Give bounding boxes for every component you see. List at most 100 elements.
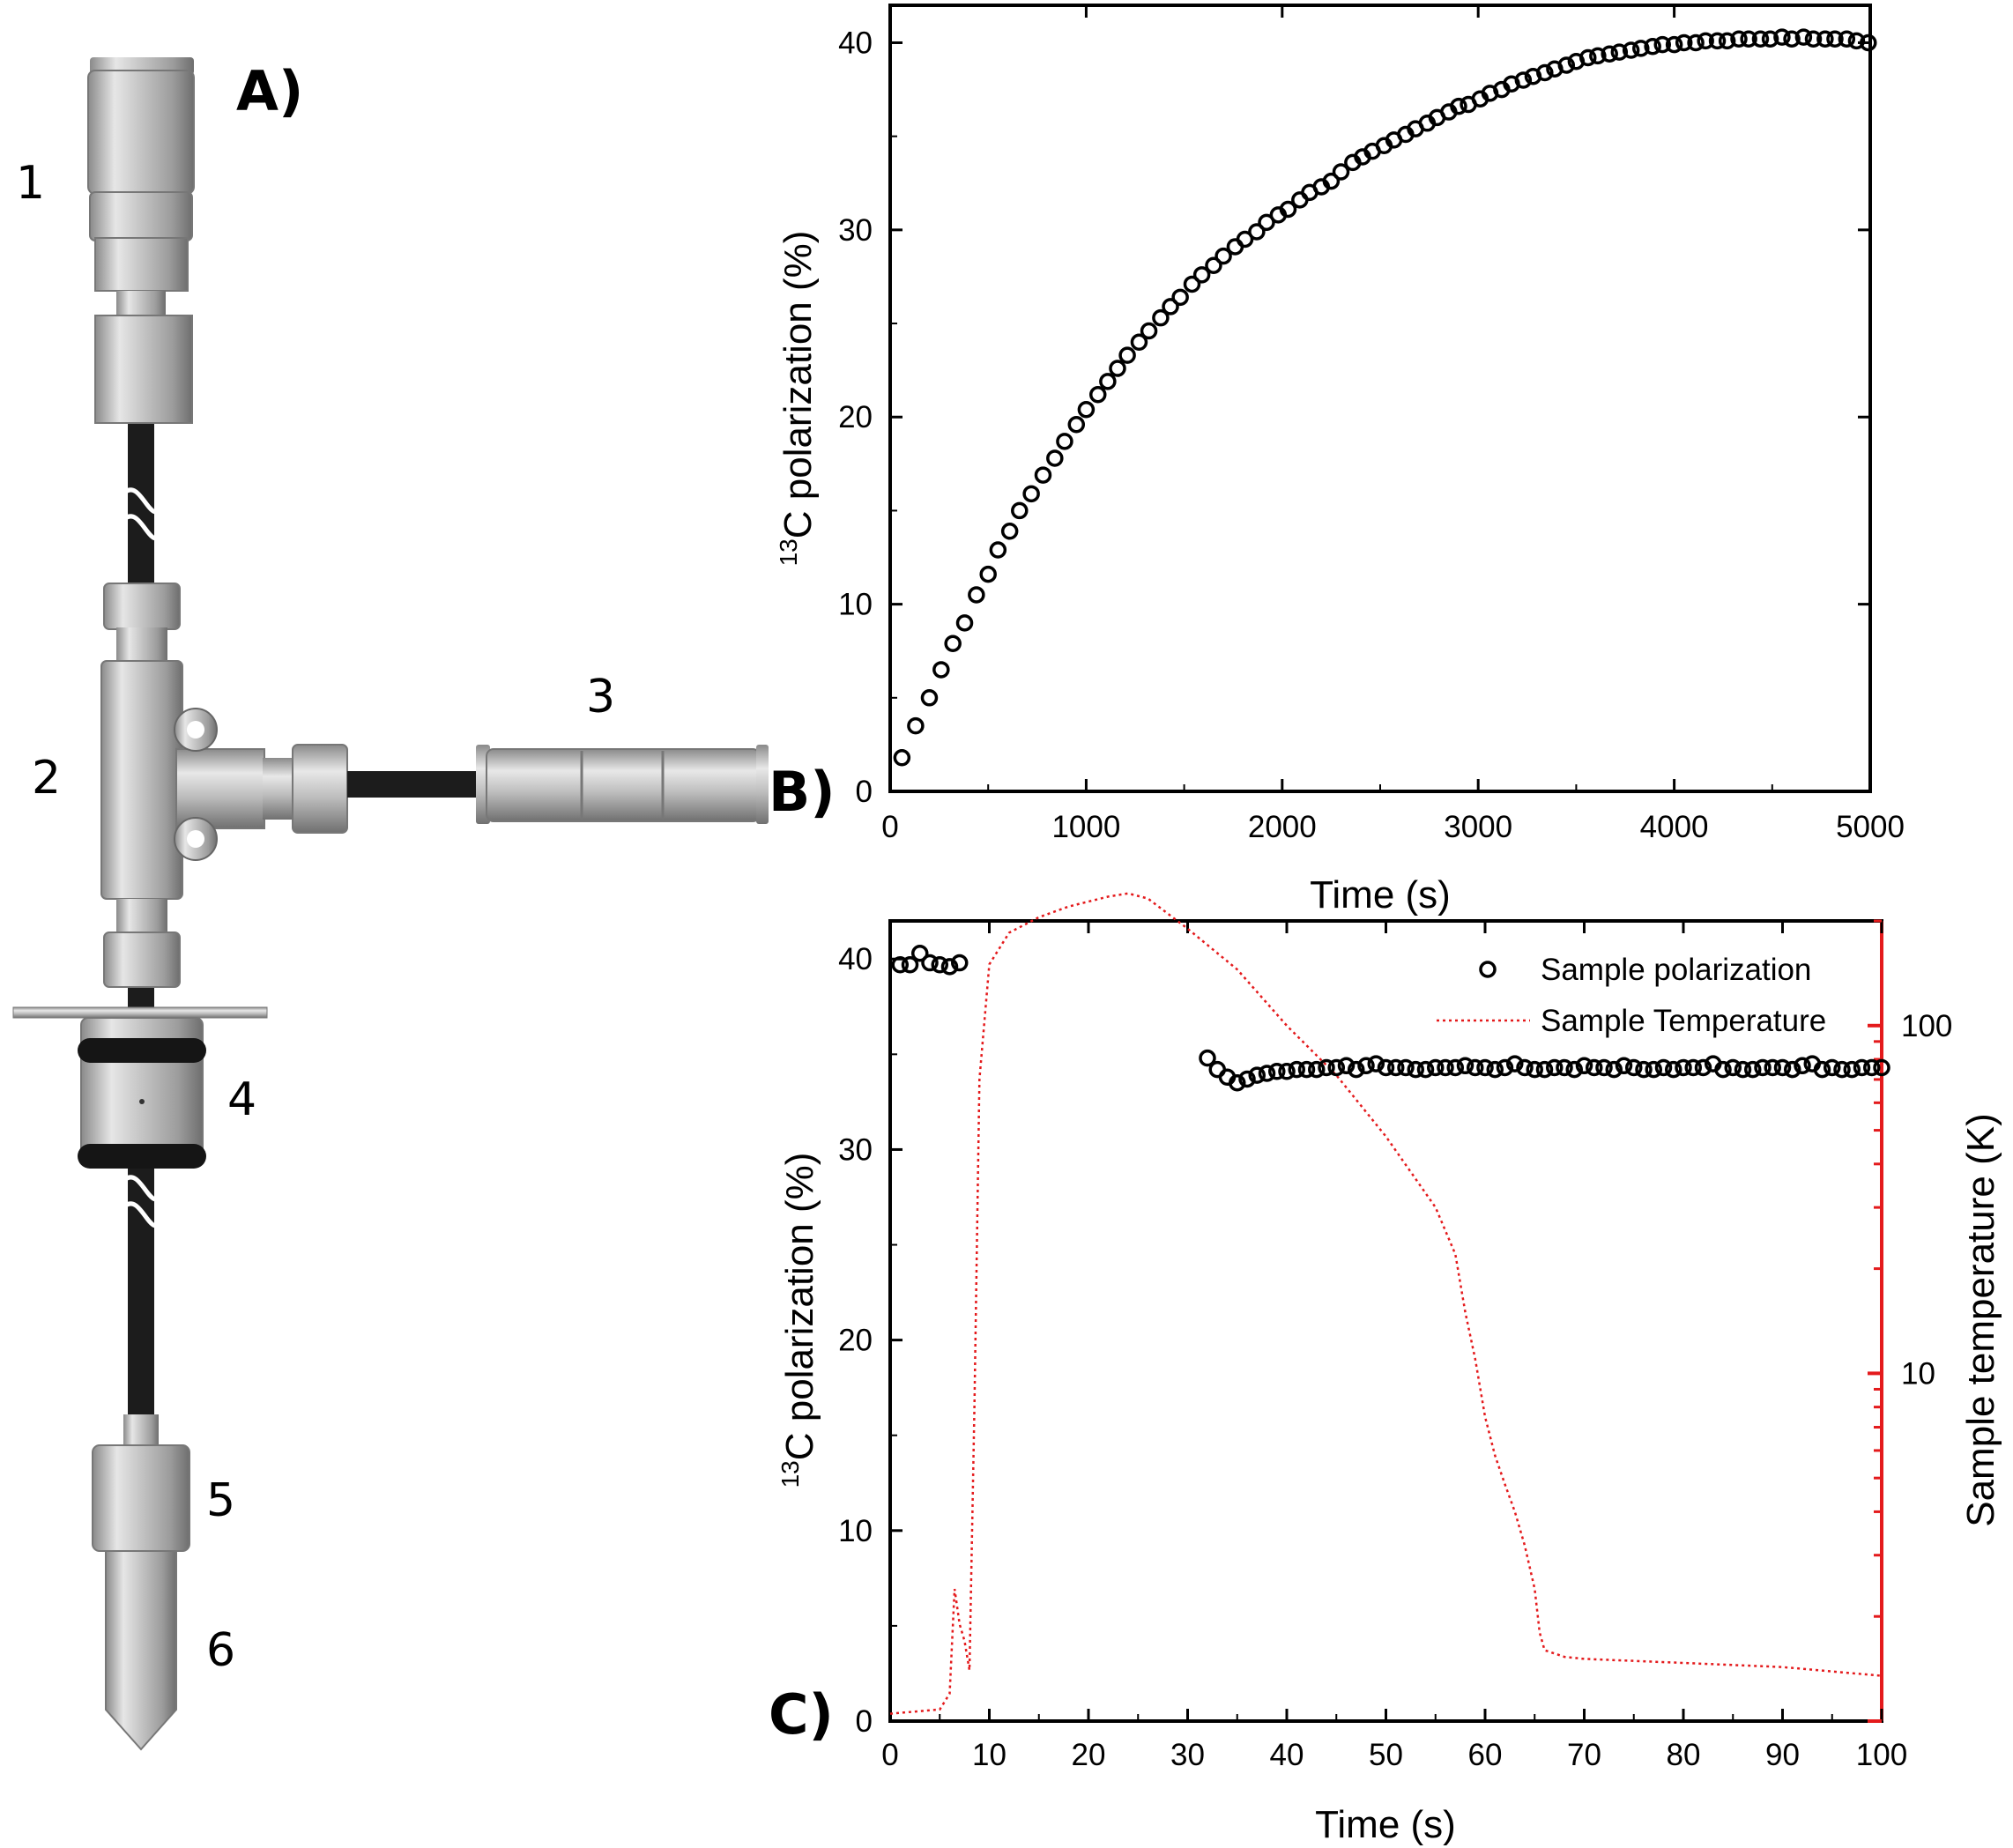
chart-c-data-point bbox=[1675, 1058, 1692, 1077]
chart-c-y-tick-label: 20 bbox=[838, 1324, 873, 1358]
chart-b-data-point bbox=[1248, 223, 1266, 241]
chart-b-data-point bbox=[1152, 308, 1170, 327]
chart-c-data-point bbox=[1635, 1060, 1653, 1079]
chart-c-data-point bbox=[1546, 1058, 1564, 1077]
chart-c-data-point bbox=[1278, 1063, 1296, 1080]
chart-c-data-point bbox=[940, 958, 959, 976]
chart-c-legend: Sample polarization Sample Temperature bbox=[1437, 953, 1826, 1038]
chart-b-data-point bbox=[1322, 172, 1341, 190]
chart-b-data-point bbox=[1644, 37, 1661, 56]
chart-b-data-point bbox=[968, 586, 985, 604]
chart-c-data-point bbox=[1575, 1057, 1593, 1075]
part-label-1: 1 bbox=[16, 157, 45, 210]
chart-c-y-ticks: 0 10 20 30 40 bbox=[838, 942, 903, 1739]
chart-c-data-point bbox=[1684, 1058, 1702, 1077]
chart-c-data-point bbox=[1784, 1060, 1801, 1079]
chart-c-y-axis-label: 13C polarization (%) bbox=[776, 1153, 821, 1488]
chart-b-data-point bbox=[1740, 30, 1757, 48]
chart-c-y-axis-label-superscript: 13 bbox=[776, 1460, 804, 1488]
chart-c-data-point bbox=[1744, 1060, 1762, 1079]
chart-b-data-point bbox=[1536, 63, 1554, 82]
chart-c-data-point bbox=[1665, 1060, 1682, 1079]
chart-b-data-point bbox=[1056, 433, 1073, 450]
part-label-4: 4 bbox=[227, 1073, 256, 1126]
chart-c-data-point bbox=[1863, 1058, 1881, 1077]
chart-c-x-tick-label: 20 bbox=[1072, 1738, 1106, 1772]
chart-c-data-point bbox=[1764, 1058, 1781, 1077]
tee-body bbox=[100, 660, 183, 900]
chart-b-data-point bbox=[1708, 32, 1727, 50]
legend-temperature-label: Sample Temperature bbox=[1541, 1004, 1826, 1038]
chart-b-y-tick-label: 20 bbox=[838, 400, 873, 434]
chart-c-data-point bbox=[1268, 1063, 1286, 1080]
tee-side-nut bbox=[292, 744, 348, 834]
chart-c-x-ticks: 0 10 20 30 40 50 60 70 80 90 100 bbox=[881, 921, 1907, 1772]
chart-c-data-point bbox=[1535, 1060, 1554, 1079]
chart-b-data-point bbox=[932, 661, 950, 679]
chart-b-data-point bbox=[1022, 485, 1040, 503]
chart-c-x-tick-label: 50 bbox=[1369, 1738, 1403, 1772]
chart-c-data-point bbox=[1318, 1058, 1335, 1077]
chart-b-x-axis-label: Time (s) bbox=[1310, 873, 1451, 917]
chart-c-data-point bbox=[1416, 1060, 1435, 1079]
chart-b-data-point bbox=[1665, 35, 1683, 54]
chart-b-data-point bbox=[1183, 275, 1201, 293]
chart-b-data-point bbox=[1140, 322, 1158, 340]
tee-bottom-thread bbox=[116, 899, 167, 934]
chart-b-data-point bbox=[1034, 466, 1052, 484]
chart-b-data-point bbox=[1610, 43, 1629, 61]
chart-c-data-point bbox=[1337, 1057, 1356, 1075]
connector-1-neck bbox=[116, 291, 166, 317]
tee-side-thread bbox=[263, 758, 293, 820]
chart-b-data-point bbox=[1214, 247, 1232, 265]
chart-b-data-point bbox=[920, 689, 939, 707]
chart-c-data-point bbox=[1615, 1057, 1633, 1075]
chart-c-y-tick-label: 0 bbox=[856, 1704, 873, 1739]
chart-b-data-point bbox=[1653, 35, 1672, 54]
chart-b-data-point bbox=[1578, 48, 1597, 67]
chart-b-data-point bbox=[907, 716, 925, 735]
chart-c-data-point bbox=[1258, 1065, 1276, 1082]
chart-c-data-point bbox=[1773, 1058, 1792, 1077]
chart-b-x-tick-label: 0 bbox=[881, 810, 898, 844]
chart-b-data-point bbox=[1697, 32, 1714, 50]
chart-c-data-point bbox=[1506, 1055, 1524, 1072]
chart-c-data-point bbox=[1427, 1058, 1445, 1077]
chart-b-data-point bbox=[1279, 200, 1297, 219]
chart-c-data-point bbox=[1248, 1066, 1266, 1084]
chart-b-data-point bbox=[1601, 45, 1618, 63]
chart-b-y-tick-label: 40 bbox=[838, 26, 873, 60]
chart-b-data-point bbox=[1109, 360, 1126, 377]
chart-b-data-point bbox=[1205, 256, 1222, 274]
o-ring-lower bbox=[78, 1144, 206, 1169]
tee-bolt-top-hole bbox=[187, 721, 204, 738]
sample-holder-assembly-illustration: 1 2 3 4 5 6 A) bbox=[12, 57, 769, 1751]
tee-top-thread bbox=[116, 627, 167, 663]
panel-b-letter: B) bbox=[769, 760, 836, 824]
chart-c-data-point bbox=[1348, 1060, 1365, 1079]
chart-b-data-point bbox=[1162, 298, 1179, 315]
flange-plate bbox=[12, 1006, 268, 1019]
tee-side-arm bbox=[175, 748, 265, 829]
chart-b-y-tick-label: 30 bbox=[838, 213, 873, 248]
chart-c-data-point bbox=[1873, 1058, 1890, 1077]
chart-b-data-point bbox=[1226, 238, 1244, 256]
chart-c-right-y-ticks: 10 100 bbox=[1868, 919, 1952, 1723]
chart-b-data-point bbox=[1589, 47, 1607, 65]
chart-c-data-point bbox=[1357, 1057, 1375, 1075]
chart-c-y-tick-label: 10 bbox=[838, 1514, 873, 1548]
chart-b-y-axis-label-superscript: 13 bbox=[775, 538, 802, 566]
part-label-5: 5 bbox=[206, 1474, 235, 1527]
chart-c-data-point bbox=[1833, 1060, 1851, 1079]
side-tube bbox=[347, 771, 479, 798]
part-label-6: 6 bbox=[206, 1624, 235, 1677]
chart-c-data-point bbox=[1476, 1058, 1494, 1077]
chart-c-data-point bbox=[1407, 1060, 1424, 1079]
chart-b-data-point bbox=[1291, 191, 1309, 209]
chart-c-y-axis-label-text: C polarization (%) bbox=[778, 1153, 821, 1461]
chart-c-x-tick-label: 70 bbox=[1567, 1738, 1601, 1772]
chart-c: 0 10 20 30 40 50 60 70 80 90 100 0 10 20 30 40 10 100 S… bbox=[769, 892, 2002, 1846]
tube-break-mark-lower bbox=[122, 1175, 166, 1228]
panel-c-letter: C) bbox=[769, 1682, 834, 1747]
chart-b-data-point bbox=[1687, 33, 1705, 52]
